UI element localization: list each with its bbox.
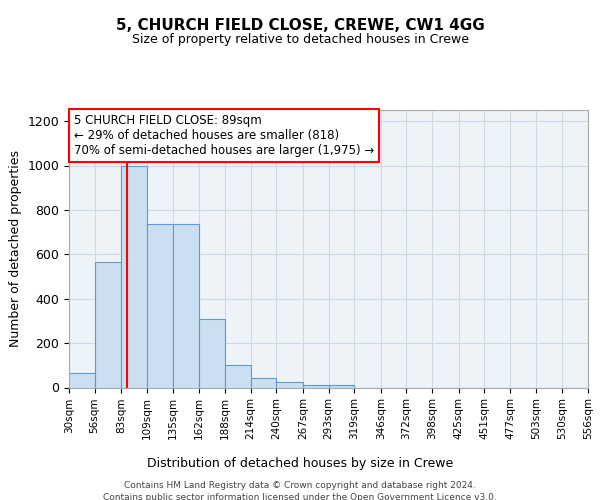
- Bar: [121, 166, 147, 388]
- Y-axis label: Number of detached properties: Number of detached properties: [9, 150, 22, 347]
- Text: Size of property relative to detached houses in Crewe: Size of property relative to detached ho…: [131, 32, 469, 46]
- Text: Contains HM Land Registry data © Crown copyright and database right 2024.: Contains HM Land Registry data © Crown c…: [124, 481, 476, 490]
- Bar: [251, 378, 276, 388]
- Bar: [225, 366, 251, 388]
- Bar: [276, 382, 303, 388]
- Bar: [69, 373, 95, 388]
- Text: Contains public sector information licensed under the Open Government Licence v3: Contains public sector information licen…: [103, 492, 497, 500]
- Bar: [147, 224, 173, 388]
- Bar: [95, 262, 121, 388]
- Text: 5 CHURCH FIELD CLOSE: 89sqm
← 29% of detached houses are smaller (818)
70% of se: 5 CHURCH FIELD CLOSE: 89sqm ← 29% of det…: [74, 114, 374, 157]
- Text: 5, CHURCH FIELD CLOSE, CREWE, CW1 4GG: 5, CHURCH FIELD CLOSE, CREWE, CW1 4GG: [116, 18, 484, 32]
- Bar: [199, 318, 225, 388]
- Bar: [173, 224, 199, 388]
- Text: Distribution of detached houses by size in Crewe: Distribution of detached houses by size …: [147, 458, 453, 470]
- Bar: [329, 385, 354, 388]
- Bar: [303, 385, 329, 388]
